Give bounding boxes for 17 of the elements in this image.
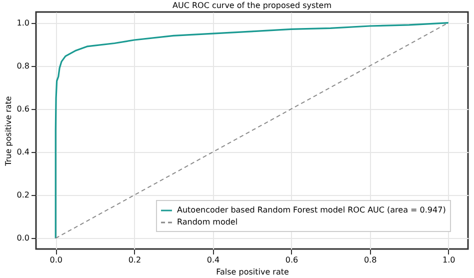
x-axis-title: False positive rate — [216, 268, 289, 276]
x-tick-label: 0.6 — [285, 256, 298, 264]
x-tick-label: 0.4 — [206, 256, 220, 264]
y-axis-title: True positive rate — [4, 96, 13, 167]
legend-label: Random model — [177, 218, 238, 226]
y-tick-label: 1.0 — [16, 18, 30, 28]
legend-label: Autoencoder based Random Forest model ROC AUC (area = 0.947) — [177, 206, 446, 214]
x-tick-label: 1.0 — [442, 256, 456, 264]
y-tick-label: 0.2 — [16, 190, 30, 200]
x-tick-label: 0.0 — [50, 256, 63, 264]
y-tick-label: 0.0 — [16, 234, 30, 243]
y-tick-label: 0.4 — [16, 148, 30, 157]
chart-title: AUC ROC curve of the proposed system — [172, 1, 332, 10]
x-tick-label: 0.8 — [364, 256, 377, 264]
y-tick-label: 0.6 — [16, 104, 30, 114]
x-tick-label: 0.2 — [128, 256, 142, 264]
y-tick-label: 0.8 — [16, 61, 30, 70]
